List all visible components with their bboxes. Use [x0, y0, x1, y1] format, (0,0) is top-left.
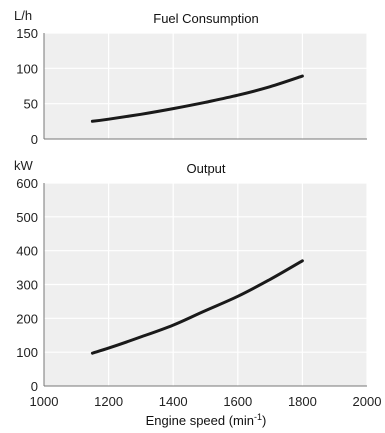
fuel-consumption-plot-area: [44, 33, 367, 139]
fuel-consumption-y-tick-label: 0: [31, 132, 38, 147]
fuel-consumption-y-tick-label: 100: [16, 61, 38, 76]
x-axis-label: Engine speed (min-1): [146, 412, 267, 428]
output-y-ticks: 0 100 200 300 400 500 600: [16, 176, 38, 394]
fuel-consumption-y-tick-label: 150: [16, 26, 38, 41]
output-y-tick-label: 200: [16, 311, 38, 326]
output-title: Output: [186, 161, 225, 176]
output-grid: [44, 182, 368, 386]
output-series-line: [90, 259, 304, 355]
fuel-consumption-y-ticks: 0 50 100 150: [16, 26, 38, 147]
x-tick-label: 2000: [353, 394, 382, 409]
output-y-tick-label: 0: [31, 379, 38, 394]
x-tick-label: 1200: [94, 394, 123, 409]
output-y-tick-label: 400: [16, 244, 38, 259]
x-axis-label-main: Engine speed (min: [146, 413, 254, 428]
output-y-tick-label: 100: [16, 345, 38, 360]
x-tick-label: 1600: [223, 394, 252, 409]
fuel-consumption-y-tick-label: 50: [24, 97, 38, 112]
output-y-tick-label: 300: [16, 278, 38, 293]
x-tick-label: 1800: [288, 394, 317, 409]
x-tick-label: 1400: [159, 394, 188, 409]
fuel-consumption-y-unit: L/h: [14, 8, 32, 23]
fuel-consumption-series-line: [90, 74, 304, 123]
output-chart: 0 100 200 300 400 500 600 1000 1200 1400 1600 1800…: [14, 158, 381, 428]
output-y-tick-label: 600: [16, 176, 38, 191]
fuel-consumption-chart: 0 50 100 150 Fuel Consumption L/h: [14, 8, 368, 147]
output-y-unit: kW: [14, 158, 34, 173]
x-axis-label-end: ): [262, 413, 266, 428]
x-axis-label-superscript: -1: [254, 412, 262, 422]
output-x-ticks: 1000 1200 1400 1600 1800 2000: [30, 394, 382, 409]
fuel-consumption-title: Fuel Consumption: [153, 11, 259, 26]
output-y-tick-label: 500: [16, 210, 38, 225]
x-tick-label: 1000: [30, 394, 59, 409]
